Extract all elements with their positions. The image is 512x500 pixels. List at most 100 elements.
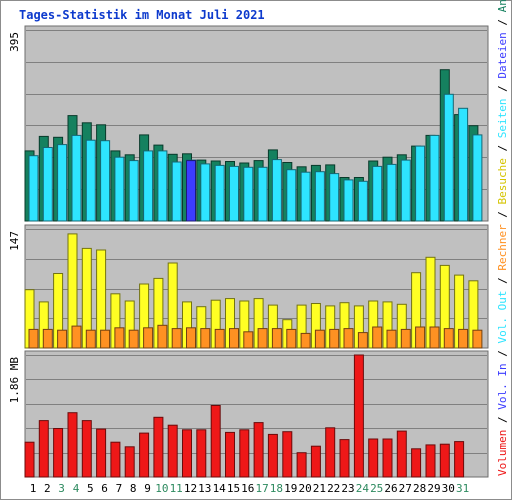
side-legend-part: / (496, 271, 509, 291)
side-legend-part: / (496, 138, 509, 158)
bar-volumen-4 (67, 412, 78, 478)
bar-rechner-17 (257, 328, 268, 349)
x-tick-label-27: 27 (399, 482, 412, 495)
bar-rechner-16 (243, 331, 254, 349)
x-tick-label-16: 16 (241, 482, 254, 495)
side-legend-part: Anfragen (496, 0, 509, 12)
bar-dateien-4 (71, 134, 82, 222)
bar-dateien-27 (400, 159, 411, 222)
bar-rechner-10 (157, 324, 168, 349)
side-legend-part: Besuche (496, 158, 509, 204)
bar-dateien-3 (57, 144, 68, 222)
bar-dateien-8 (128, 160, 139, 222)
bar-rechner-18 (271, 328, 282, 349)
bar-volumen-25 (368, 438, 379, 478)
bar-volumen-28 (411, 448, 422, 478)
bar-dateien-9 (143, 150, 154, 222)
bar-dateien-16 (243, 166, 254, 222)
ymax-label-volume: 1.86 MB (8, 357, 21, 404)
bar-volumen-9 (139, 432, 150, 478)
x-tick-label-5: 5 (87, 482, 94, 495)
side-legend-part: Rechner (496, 224, 509, 271)
bar-rechner-26 (386, 329, 397, 349)
bar-rechner-31 (458, 328, 469, 349)
bar-volumen-8 (124, 446, 135, 478)
side-legend-part: / (496, 12, 509, 32)
bar-rechner-25 (372, 326, 383, 349)
x-tick-label-3: 3 (58, 482, 65, 495)
x-tick-label-18: 18 (270, 482, 283, 495)
bar-dateien-22 (329, 173, 340, 222)
bar-dateien-25 (372, 165, 383, 222)
x-tick-label-4: 4 (73, 482, 80, 495)
x-tick-label-22: 22 (327, 482, 340, 495)
side-legend-part: Volumen (496, 430, 509, 476)
bar-volumen-21 (310, 445, 321, 478)
bar-dateien-5 (85, 139, 96, 222)
bar-rechner-15 (229, 328, 239, 349)
bar-volumen-20 (296, 452, 307, 478)
bar-volumen-23 (339, 439, 350, 478)
bar-rechner-29 (429, 326, 440, 349)
bar-volumen-12 (182, 429, 192, 478)
side-legend-part: / (496, 344, 509, 364)
bar-volumen-24 (353, 354, 364, 478)
bar-dateien-32 (472, 134, 483, 222)
bar-dateien-26 (386, 163, 397, 222)
bar-rechner-22 (329, 328, 340, 349)
bar-rechner-3 (57, 329, 68, 349)
bar-volumen-17 (253, 422, 264, 478)
x-tick-label-31: 31 (456, 482, 469, 495)
bar-rechner-21 (314, 329, 325, 349)
bar-volumen-19 (282, 431, 293, 478)
bar-rechner-11 (171, 328, 182, 349)
side-legend-part: Seiten (496, 98, 509, 138)
bar-volumen-7 (110, 441, 121, 478)
x-tick-label-19: 19 (284, 482, 297, 495)
x-tick-label-1: 1 (30, 482, 37, 495)
side-legend-part: / (496, 204, 509, 224)
x-tick-label-30: 30 (442, 482, 455, 495)
bar-volumen-3 (53, 428, 64, 478)
bar-dateien-17 (257, 166, 268, 222)
bar-rechner-24 (357, 332, 368, 349)
bar-volumen-22 (325, 427, 336, 478)
bar-volumen-14 (210, 405, 221, 478)
bar-dateien-18 (271, 159, 282, 222)
bar-rechner-7 (114, 327, 125, 349)
bar-volumen-1 (24, 441, 35, 478)
bar-dateien-15 (229, 165, 239, 222)
bar-volumen-31 (454, 441, 465, 478)
x-tick-label-13: 13 (198, 482, 211, 495)
bar-rechner-19 (286, 328, 297, 349)
bar-rechner-32 (472, 329, 483, 349)
side-legend-part: Dateien (496, 32, 509, 78)
bar-rechner-13 (200, 328, 211, 349)
bar-volumen-16 (239, 429, 250, 478)
side-legend-part: / (496, 79, 509, 99)
bar-dateien-21 (314, 171, 325, 222)
bar-volumen-15 (225, 431, 235, 478)
x-tick-label-11: 11 (170, 482, 183, 495)
chart-title: Tages-Statistik im Monat Juli 2021 (19, 8, 265, 22)
x-tick-label-29: 29 (427, 482, 440, 495)
bar-dateien-30 (443, 93, 454, 222)
bar-rechner-27 (400, 328, 411, 349)
x-tick-label-23: 23 (341, 482, 354, 495)
bar-rechner-20 (300, 332, 311, 349)
bar-rechner-4 (71, 325, 82, 349)
bar-rechner-30 (443, 328, 454, 349)
bar-dateien-24 (357, 180, 368, 222)
bar-dateien-23 (343, 179, 354, 222)
ymax-label-requests: 395 (8, 32, 21, 52)
bar-dateien-28 (415, 145, 426, 222)
bar-dateien-20 (300, 171, 311, 222)
x-tick-label-2: 2 (44, 482, 51, 495)
bar-rechner-1 (28, 328, 39, 349)
bar-rechner-5 (85, 329, 96, 349)
bar-rechner-9 (143, 327, 154, 349)
bar-dateien-14 (214, 164, 225, 222)
bar-volumen-26 (382, 438, 393, 478)
x-tick-label-12: 12 (184, 482, 197, 495)
